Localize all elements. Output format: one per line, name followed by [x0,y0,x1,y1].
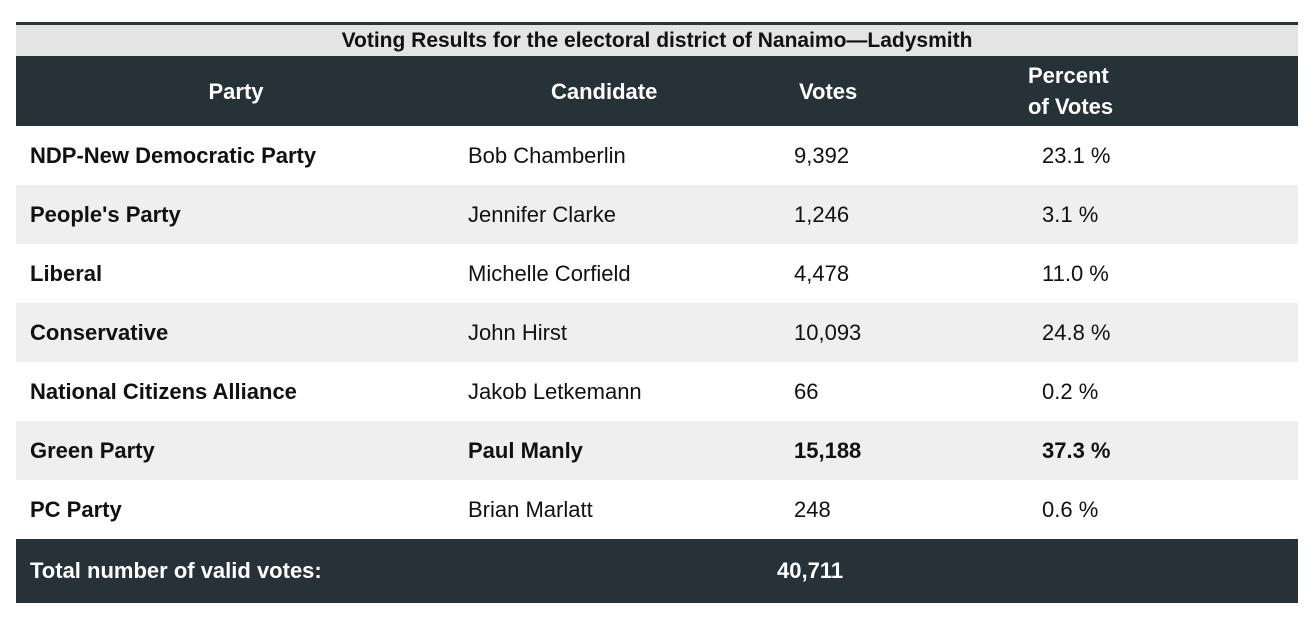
party-cell: Green Party [30,437,155,463]
party-cell: PC Party [30,496,122,522]
votes-cell: 66 [794,378,819,404]
total-empty-cell [922,539,1298,603]
percent-cell: 0.2 % [1042,378,1099,404]
percent-cell: 3.1 % [1042,201,1099,227]
table-row: PC Party Brian Marlatt 248 0.6 % [16,480,1298,539]
votes-cell: 1,246 [794,201,850,227]
candidate-cell: Brian Marlatt [468,496,593,522]
table-row-winner: Green Party Paul Manly 15,188 37.3 % [16,421,1298,480]
table-row: National Citizens Alliance Jakob Letkema… [16,362,1298,421]
table-row: People's Party Jennifer Clarke 1,246 3.1… [16,185,1298,244]
candidate-cell: Bob Chamberlin [468,142,626,168]
percent-cell: 37.3 % [1042,437,1111,463]
results-table: Party Candidate Votes Percent of Votes N… [16,56,1298,603]
table-title: Voting Results for the electoral distric… [16,22,1298,56]
party-cell: Liberal [30,260,103,286]
candidate-cell: Michelle Corfield [468,260,631,286]
votes-cell: 10,093 [794,319,862,345]
total-value: 40,711 [777,558,844,583]
header-votes: Votes [799,78,858,104]
candidate-cell: Jennifer Clarke [468,201,616,227]
candidate-cell: John Hirst [468,319,568,345]
votes-cell: 9,392 [794,142,850,168]
header-party: Party [208,78,264,104]
header-candidate: Candidate [551,78,658,104]
party-cell: Conservative [30,319,169,345]
votes-cell: 248 [794,496,831,522]
votes-cell: 15,188 [794,437,862,463]
table-row: Liberal Michelle Corfield 4,478 11.0 % [16,244,1298,303]
votes-cell: 4,478 [794,260,850,286]
percent-cell: 23.1 % [1042,142,1111,168]
total-label: Total number of valid votes: [30,558,322,583]
party-cell: NDP-New Democratic Party [30,142,317,168]
table-row: NDP-New Democratic Party Bob Chamberlin … [16,126,1298,185]
party-cell: National Citizens Alliance [30,378,297,404]
percent-cell: 11.0 % [1042,260,1109,286]
header-row: Party Candidate Votes Percent of Votes [16,56,1298,126]
candidate-cell: Paul Manly [468,437,583,463]
results-table-container: Voting Results for the electoral distric… [16,22,1298,603]
party-cell: People's Party [30,201,181,227]
header-percent-line2: of Votes [1028,94,1114,119]
header-percent: Percent of Votes [922,56,1298,126]
percent-cell: 0.6 % [1042,496,1099,522]
candidate-cell: Jakob Letkemann [468,378,642,404]
percent-cell: 24.8 % [1042,319,1111,345]
header-percent-line1: Percent [1028,63,1109,88]
total-row: Total number of valid votes: 40,711 [16,539,1298,603]
table-row: Conservative John Hirst 10,093 24.8 % [16,303,1298,362]
